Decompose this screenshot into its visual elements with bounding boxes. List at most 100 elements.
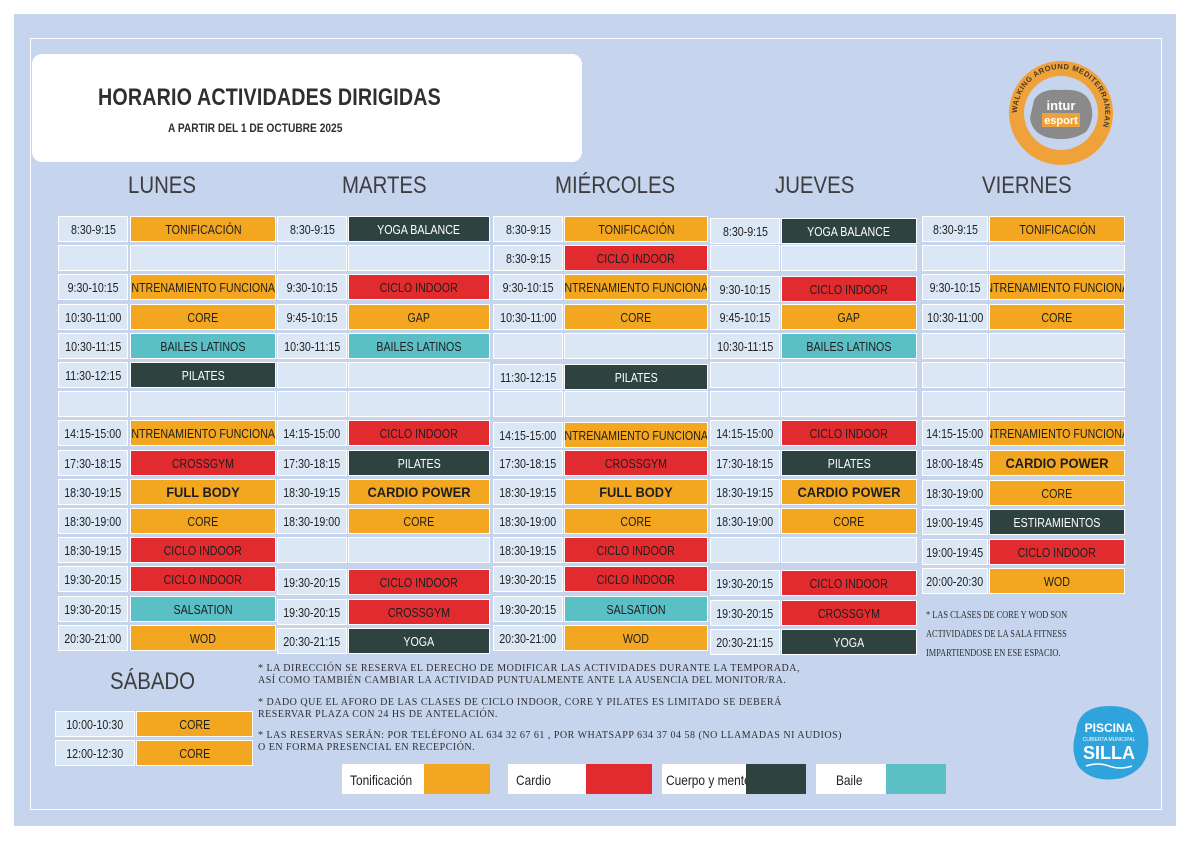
activity-label: CORE — [620, 309, 652, 325]
time-cell: 17:30-18:15 — [58, 450, 128, 476]
time-label: 10:30-11:15 — [716, 338, 774, 354]
saturday-time-cell: 10:00-10:30 — [55, 711, 135, 737]
time-cell: 14:15-15:00 — [277, 420, 347, 446]
activity-label: ENTRENAMIENTO FUNCIONAL — [990, 425, 1124, 441]
time-label: 12:00-12:30 — [66, 745, 124, 761]
day-header-miercoles: MIÉRCOLES — [555, 172, 676, 199]
empty-cell — [348, 391, 490, 417]
activity-label: CORE — [179, 745, 210, 761]
activity-cell: CORE — [989, 480, 1125, 506]
activity-label: CICLO INDOOR — [1017, 544, 1097, 560]
day-header-viernes: VIERNES — [982, 172, 1072, 199]
activity-cell: BAILES LATINOS — [130, 333, 276, 359]
time-label: 8:30-9:15 — [722, 223, 768, 239]
time-cell: 9:45-10:15 — [277, 304, 347, 330]
time-cell: 19:00-19:45 — [922, 509, 988, 535]
activity-label: CROSSGYM — [387, 604, 451, 620]
time-cell: 18:30-19:15 — [493, 479, 563, 505]
note-line: * LA DIRECCIÓN SE RESERVA EL DERECHO DE … — [258, 663, 800, 674]
time-label: 19:30-20:15 — [716, 605, 774, 621]
time-cell: 10:30-11:00 — [922, 304, 988, 330]
time-label: 18:30-19:00 — [283, 513, 341, 529]
activity-cell: CORE — [130, 508, 276, 534]
legend-label: Cuerpo y mente — [666, 772, 751, 788]
activity-label: CICLO INDOOR — [163, 542, 243, 558]
time-label: 18:30-19:00 — [499, 513, 557, 529]
time-label: 20:30-21:15 — [716, 634, 774, 650]
activity-label: PILATES — [181, 367, 225, 383]
time-label: 10:30-11:15 — [283, 338, 341, 354]
activity-label: YOGA BALANCE — [377, 221, 461, 237]
note-line: * DADO QUE EL AFORO DE LAS CLASES DE CIC… — [258, 697, 782, 708]
time-label: 18:30-19:00 — [926, 485, 984, 501]
time-cell: 9:30-10:15 — [58, 274, 128, 300]
activity-label: ENTRENAMIENTO FUNCIONAL — [130, 279, 276, 295]
page-subtitle: A PARTIR DEL 1 DE OCTUBRE 2025 — [168, 121, 343, 135]
activity-label: FULL BODY — [166, 484, 240, 500]
activity-label: BAILES LATINOS — [806, 338, 892, 354]
activity-label: BAILES LATINOS — [160, 338, 246, 354]
activity-label: FULL BODY — [599, 484, 673, 500]
activity-cell: CORE — [348, 508, 490, 534]
activity-label: CICLO INDOOR — [809, 281, 889, 297]
time-cell: 11:30-12:15 — [58, 362, 128, 388]
activity-label: CORE — [187, 309, 219, 325]
activity-label: ENTRENAMIENTO FUNCIONAL — [564, 279, 708, 295]
time-cell: 9:30-10:15 — [710, 276, 780, 302]
time-label: 19:00-19:45 — [926, 544, 984, 560]
activity-cell: CICLO INDOOR — [348, 274, 490, 300]
activity-label: CORE — [179, 716, 210, 732]
activity-cell: CORE — [989, 304, 1125, 330]
time-label: 19:30-20:15 — [499, 571, 557, 587]
activity-label: ENTRENAMIENTO FUNCIONAL — [130, 425, 276, 441]
time-label: 17:30-18:15 — [499, 455, 557, 471]
time-cell: 10:30-11:15 — [277, 333, 347, 359]
time-cell — [58, 391, 128, 417]
note-line: O EN FORMA PRESENCIAL EN RECEPCIÓN. — [258, 742, 476, 753]
activity-cell: CICLO INDOOR — [130, 537, 276, 563]
time-label: 17:30-18:15 — [716, 455, 774, 471]
activity-label: GAP — [837, 309, 861, 325]
pool-logo-line1: PISCINA — [1085, 721, 1134, 735]
time-label: 17:30-18:15 — [283, 455, 341, 471]
activity-cell: PILATES — [781, 450, 917, 476]
activity-label: YOGA — [833, 634, 865, 650]
time-cell: 17:30-18:15 — [710, 450, 780, 476]
activity-cell: CICLO INDOOR — [564, 245, 708, 271]
time-cell: 19:30-20:15 — [493, 566, 563, 592]
time-cell: 9:45-10:15 — [710, 304, 780, 330]
time-label: 18:30-19:15 — [283, 484, 341, 500]
activity-cell: YOGA BALANCE — [781, 218, 917, 244]
content-frame — [30, 38, 1162, 810]
time-label: 19:00-19:45 — [926, 514, 984, 530]
time-cell: 10:30-11:15 — [58, 333, 128, 359]
time-cell: 18:30-19:00 — [493, 508, 563, 534]
empty-cell — [564, 391, 708, 417]
time-label: 14:15-15:00 — [283, 425, 341, 441]
activity-cell: PILATES — [130, 362, 276, 388]
time-cell: 18:30-19:15 — [58, 479, 128, 505]
activity-label: CARDIO POWER — [1005, 455, 1109, 471]
activity-label: TONIFICACIÓN — [164, 221, 242, 237]
legend-swatch — [886, 764, 946, 794]
activity-cell: BAILES LATINOS — [781, 333, 917, 359]
time-cell — [493, 391, 563, 417]
time-cell: 14:15-15:00 — [710, 420, 780, 446]
activity-cell: CICLO INDOOR — [989, 539, 1125, 565]
note-reservations: * LAS RESERVAS SERÁN: POR TELÉFONO AL 63… — [258, 730, 842, 754]
activity-label: CARDIO POWER — [367, 484, 471, 500]
time-cell: 18:30-19:15 — [493, 537, 563, 563]
activity-label: WOD — [189, 630, 217, 646]
time-cell — [922, 391, 988, 417]
time-cell: 9:30-10:15 — [922, 274, 988, 300]
time-cell — [922, 333, 988, 359]
time-label: 14:15-15:00 — [716, 425, 774, 441]
time-cell: 19:00-19:45 — [922, 539, 988, 565]
activity-label: CORE — [620, 513, 652, 529]
legend-swatch — [746, 764, 806, 794]
time-cell: 19:30-20:15 — [493, 596, 563, 622]
time-label: 8:30-9:15 — [505, 221, 551, 237]
time-cell: 19:30-20:15 — [710, 600, 780, 626]
time-cell — [277, 362, 347, 388]
activity-cell: ENTRENAMIENTO FUNCIONAL — [130, 420, 276, 446]
